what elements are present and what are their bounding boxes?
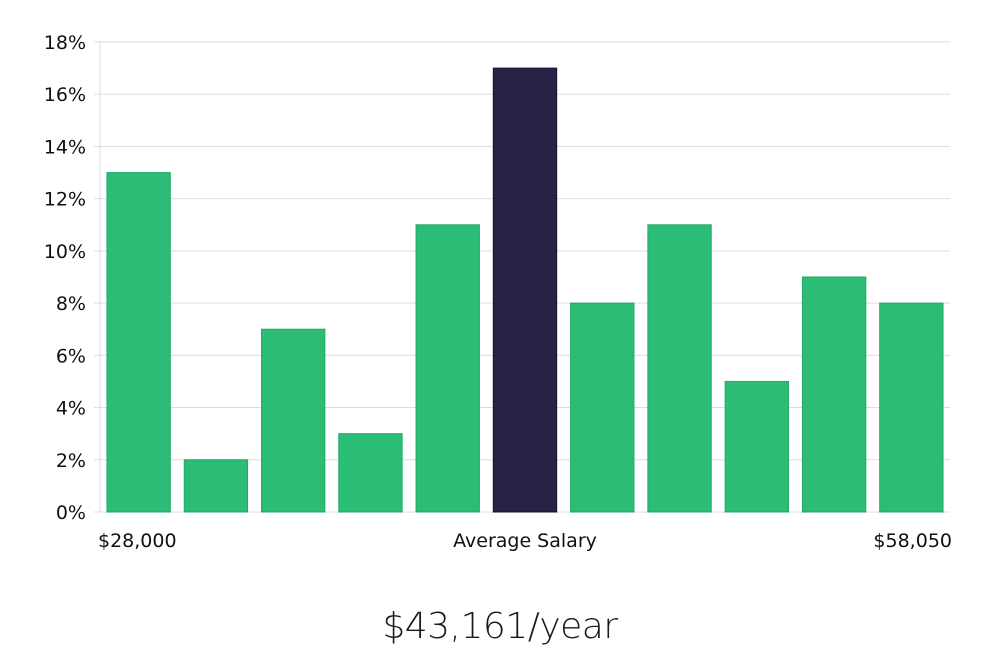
bar: [801, 276, 867, 513]
bar-highlighted: [492, 67, 558, 513]
bar: [879, 302, 944, 513]
bar: [261, 328, 326, 513]
bar: [647, 224, 712, 513]
x-min-label: $28,000: [98, 530, 177, 552]
chart-canvas: 0% 2% 4% 6% 8% 10% 12% 14% 16% 18% $28,000 Averag…: [44, 32, 952, 552]
y-tick-label: 16%: [44, 84, 86, 106]
salary-histogram: 0% 2% 4% 6% 8% 10% 12% 14% 16% 18% $28,000 Averag…: [44, 32, 952, 552]
y-tick-label: 14%: [44, 136, 86, 158]
y-tick-label: 0%: [56, 502, 86, 524]
y-axis-tick-labels: 0% 2% 4% 6% 8% 10% 12% 14% 16% 18%: [44, 32, 86, 524]
x-max-label: $58,050: [873, 530, 952, 552]
y-tick-label: 18%: [44, 32, 86, 54]
bar: [415, 224, 480, 513]
bar: [183, 459, 249, 513]
bar: [106, 172, 171, 513]
bars: [106, 67, 944, 513]
y-tick-label: 6%: [56, 345, 86, 367]
y-tick-label: 8%: [56, 293, 86, 315]
bar: [724, 380, 790, 513]
x-axis-title: Average Salary: [453, 530, 597, 552]
y-tick-label: 4%: [56, 398, 86, 420]
y-tick-label: 10%: [44, 241, 86, 263]
y-tick-label: 2%: [56, 450, 86, 472]
average-salary-value: $43,161/year: [382, 606, 618, 647]
bar: [570, 302, 635, 513]
bar: [338, 433, 403, 513]
y-tick-label: 12%: [44, 189, 86, 211]
x-axis-labels: $28,000 Average Salary $58,050: [98, 530, 952, 552]
